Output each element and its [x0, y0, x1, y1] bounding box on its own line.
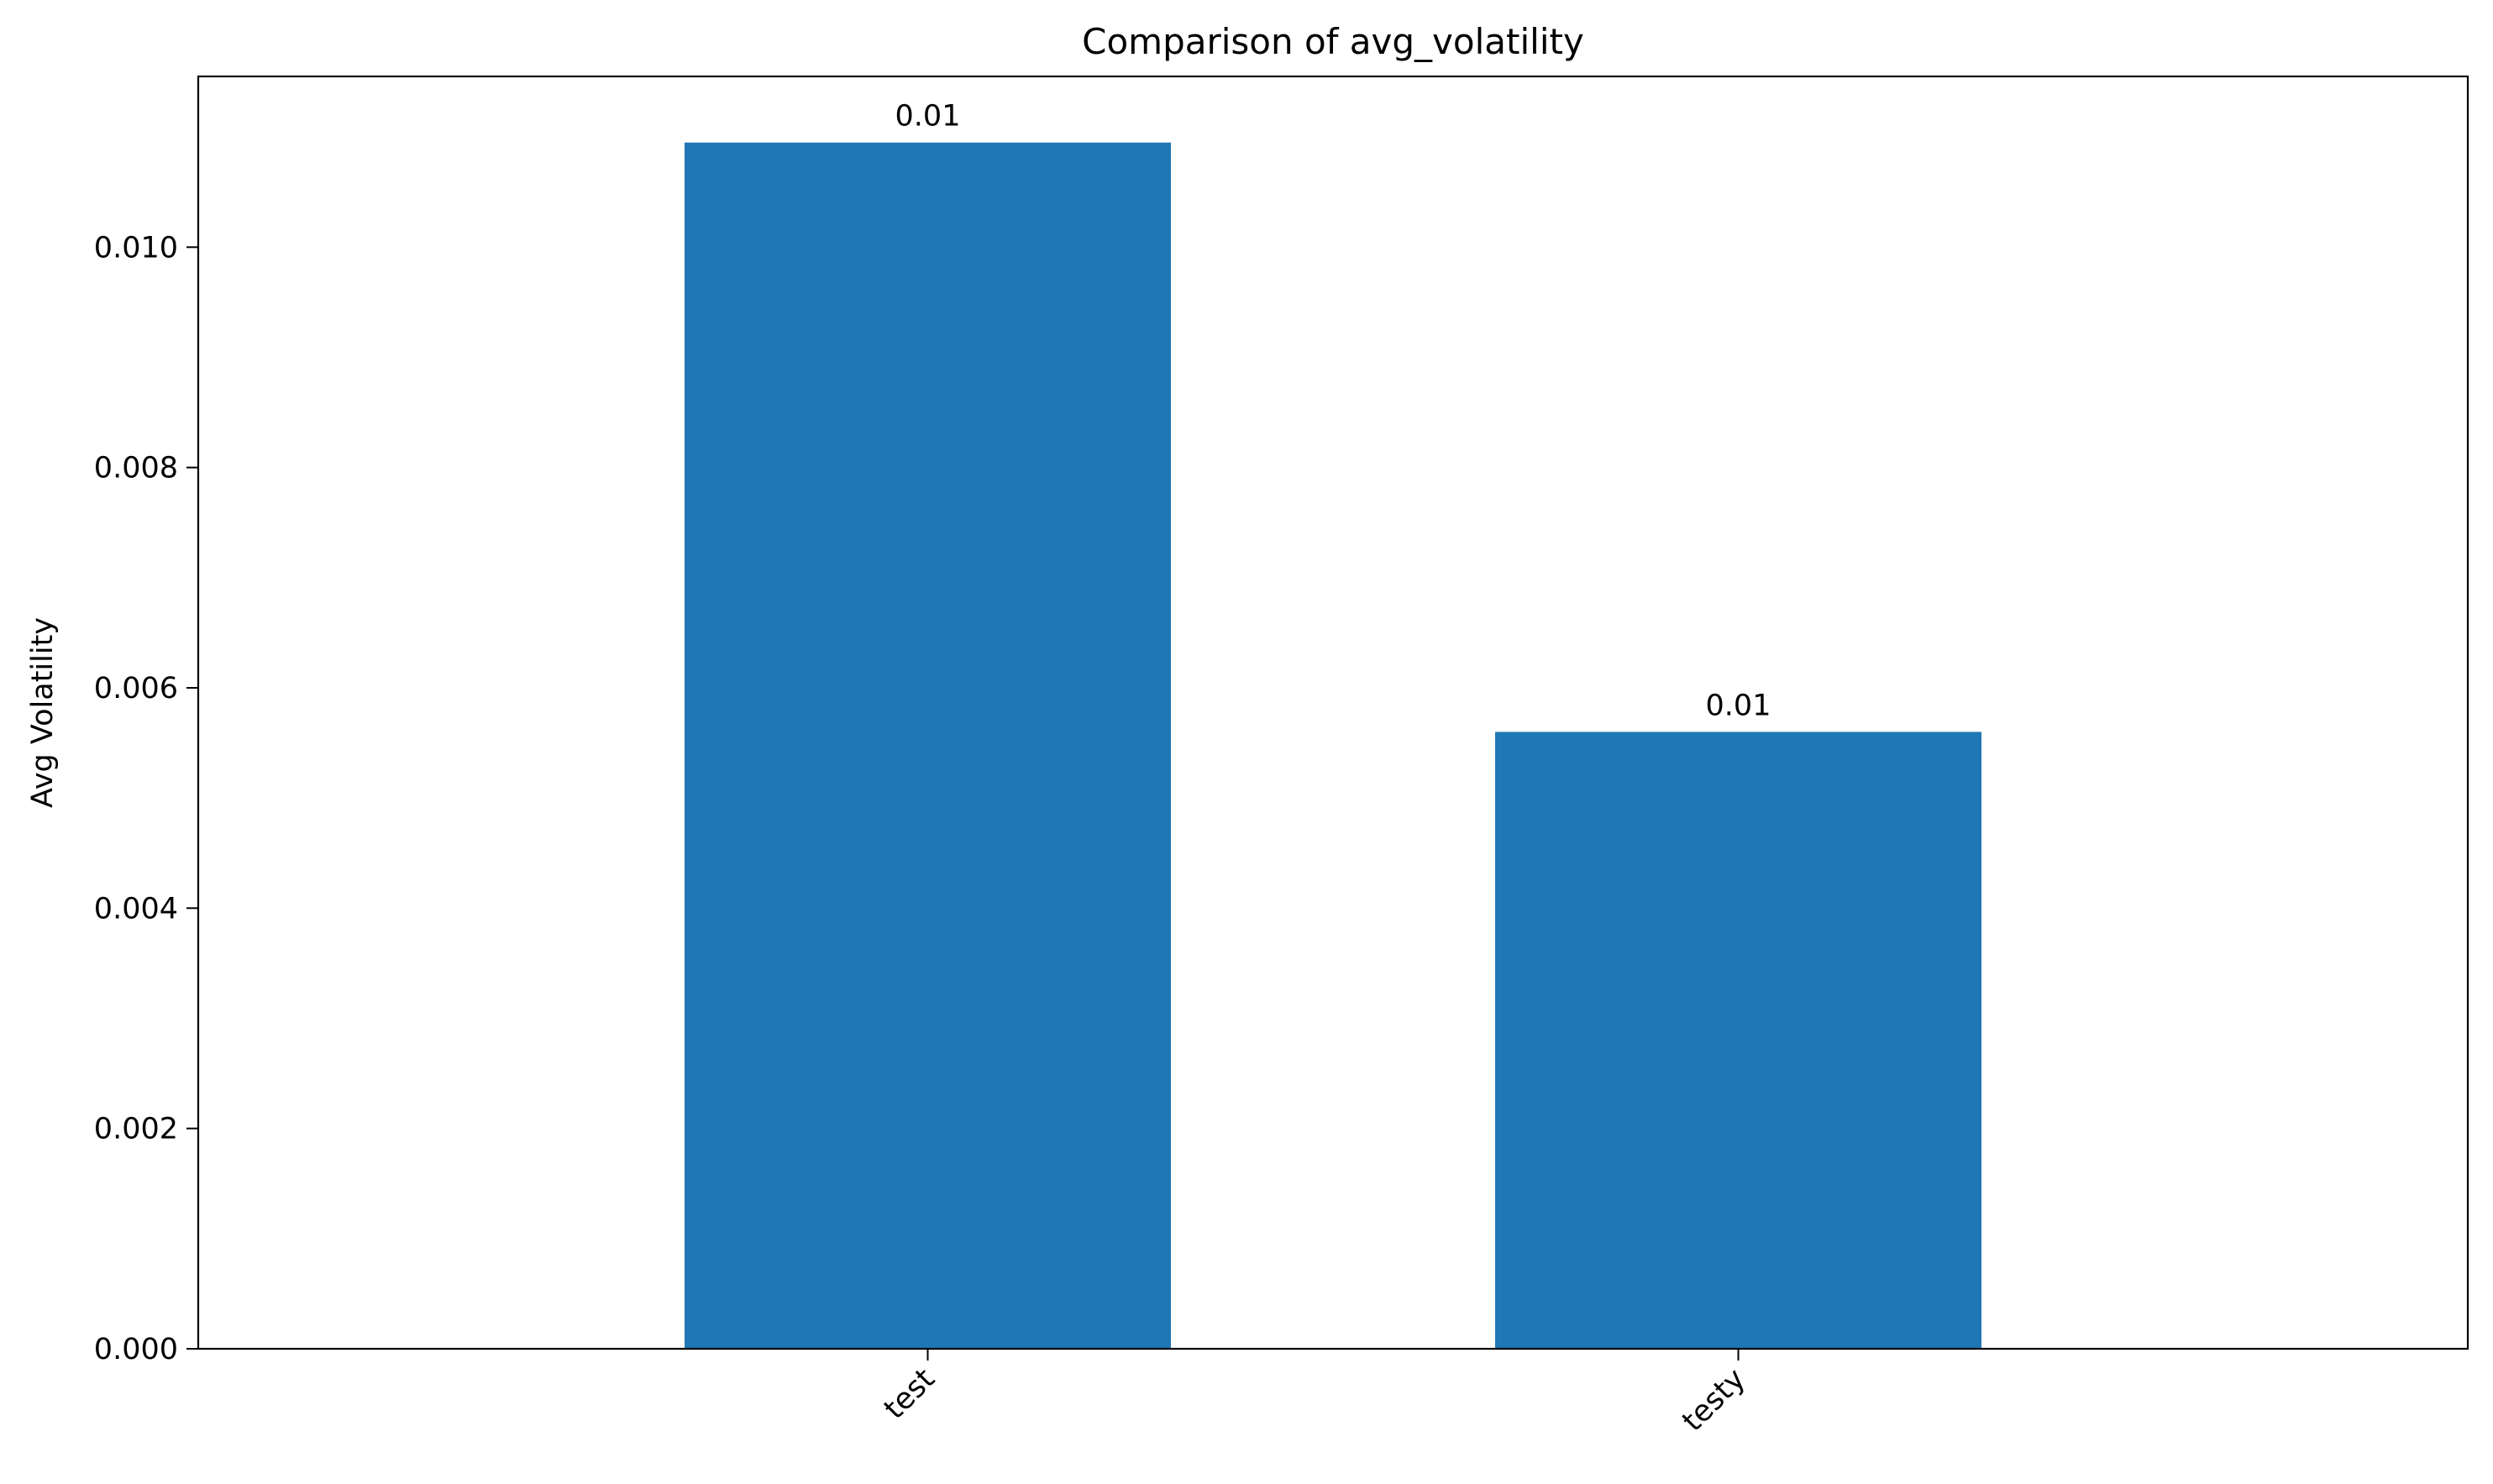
- y-tick-label: 0.010: [94, 231, 178, 265]
- data-labels-layer: 0.01 0.01: [895, 100, 1771, 723]
- data-label-test: 0.01: [895, 100, 961, 134]
- plot-frame: [197, 75, 2469, 1350]
- y-axis-label: Avg Volatility: [26, 617, 60, 808]
- y-tick-label: 0.008: [94, 452, 178, 485]
- chart-title: Comparison of avg_volatility: [1082, 21, 1584, 62]
- bar-testy: [1495, 732, 1981, 1349]
- y-tick-label: 0.006: [94, 672, 178, 705]
- y-tick-label: 0.004: [94, 892, 178, 926]
- y-tick-label: 0.000: [94, 1333, 178, 1366]
- bars-layer: [685, 142, 1981, 1349]
- y-tick-label: 0.002: [94, 1113, 178, 1146]
- x-tick-label-test: test: [878, 1362, 942, 1426]
- data-label-testy: 0.01: [1706, 689, 1771, 722]
- x-tick-label-testy: testy: [1676, 1362, 1751, 1438]
- bar-test: [685, 142, 1171, 1349]
